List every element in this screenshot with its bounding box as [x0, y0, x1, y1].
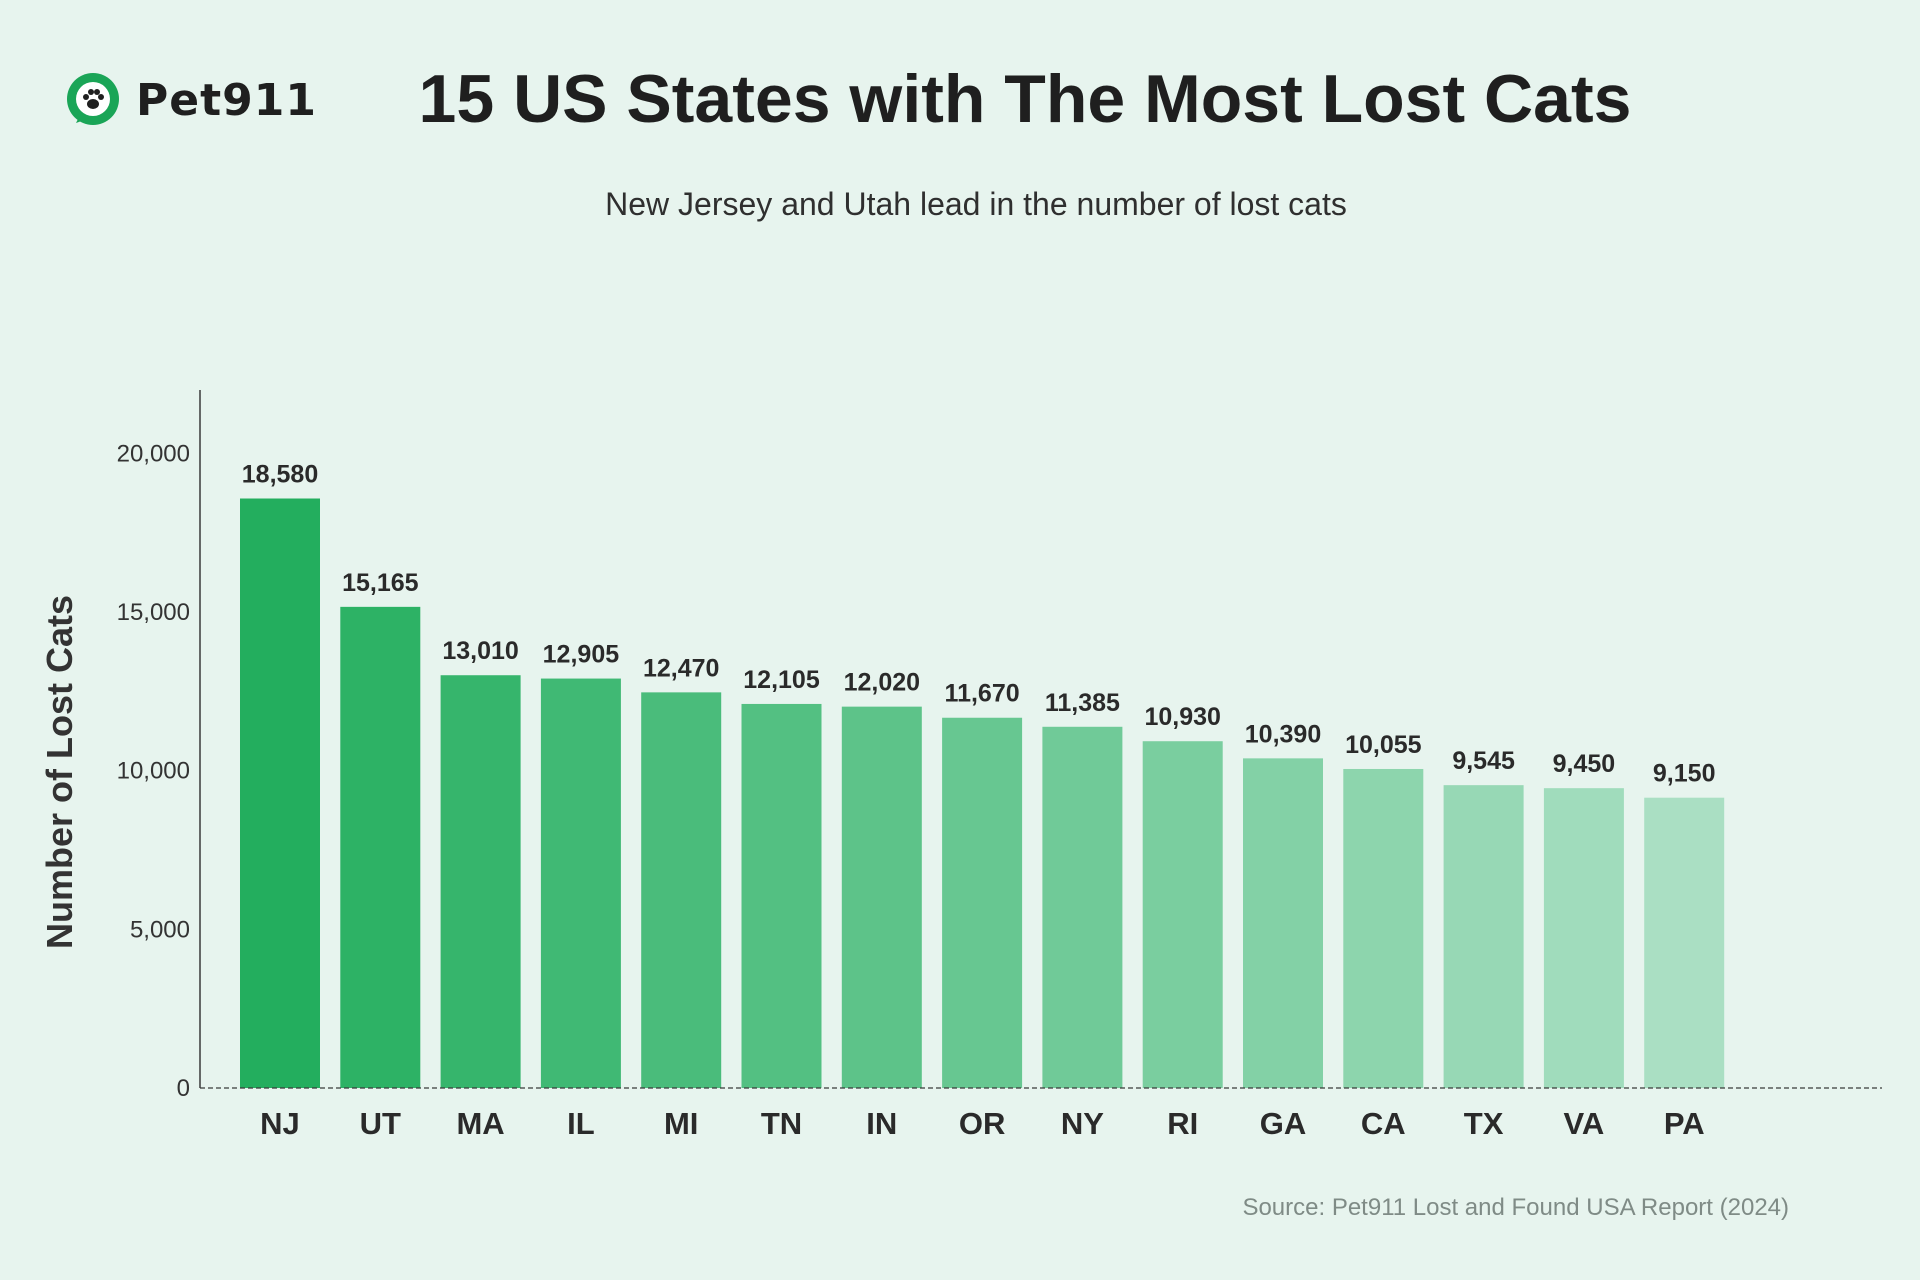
x-tick-label: NY	[1061, 1106, 1104, 1141]
y-axis-title: Number of Lost Cats	[39, 595, 80, 949]
brand-name: Pet911	[136, 74, 317, 126]
x-tick-label: TN	[761, 1106, 802, 1141]
bar-ny	[1042, 726, 1123, 1088]
x-tick-label: PA	[1664, 1106, 1705, 1141]
bar-ga	[1243, 758, 1323, 1088]
bar-or	[942, 717, 1023, 1088]
y-tick-label: 5,000	[130, 916, 190, 943]
bar-va	[1543, 788, 1624, 1088]
x-tick-label: NJ	[260, 1106, 300, 1141]
y-tick-label: 10,000	[117, 758, 190, 785]
x-tick-label: MA	[456, 1106, 504, 1141]
value-label: 12,470	[643, 654, 719, 682]
value-label: 9,450	[1553, 750, 1616, 778]
x-tick-label: MI	[664, 1106, 698, 1141]
value-label: 12,905	[543, 641, 620, 669]
x-tick-label: OR	[959, 1106, 1006, 1141]
value-label: 9,545	[1452, 747, 1515, 775]
y-axis-ticks: 0 5,000 10,000 15,000 20,000	[117, 440, 190, 1102]
bar-il	[540, 678, 621, 1088]
bar-mi	[641, 692, 722, 1088]
page-subtitle: New Jersey and Utah lead in the number o…	[605, 186, 1347, 222]
bar-ca	[1343, 768, 1424, 1088]
paw-chat-icon	[67, 73, 119, 125]
bar-tn	[741, 703, 822, 1088]
value-label: 13,010	[442, 637, 518, 665]
page-title: 15 US States with The Most Lost Cats	[418, 61, 1632, 137]
x-tick-label: IL	[567, 1106, 595, 1141]
x-tick-label: GA	[1260, 1106, 1307, 1141]
x-axis-labels: NJ UT MA IL MI TN IN OR NY RI GA CA TX VA PA	[260, 1106, 1704, 1141]
value-label: 12,020	[844, 669, 920, 697]
value-label: 10,930	[1144, 703, 1220, 731]
bar-in	[841, 706, 922, 1088]
value-labels: 18,580 15,165 13,010 12,905 12,470 12,105 12,0…	[242, 461, 1716, 788]
bar-ri	[1142, 741, 1223, 1088]
bar-ma	[440, 675, 521, 1088]
bar-ut	[340, 606, 421, 1088]
bars	[240, 498, 1725, 1088]
value-label: 12,105	[743, 666, 820, 694]
y-tick-label: 15,000	[117, 599, 190, 626]
bar-tx	[1443, 785, 1524, 1088]
bar-pa	[1644, 797, 1725, 1088]
source-note: Source: Pet911 Lost and Found USA Report…	[1242, 1194, 1789, 1221]
value-label: 10,055	[1345, 731, 1422, 759]
x-tick-label: IN	[866, 1106, 897, 1141]
value-label: 11,385	[1045, 689, 1120, 717]
y-tick-label: 20,000	[117, 440, 190, 467]
x-tick-label: VA	[1564, 1106, 1605, 1141]
x-tick-label: UT	[360, 1106, 401, 1141]
value-label: 9,150	[1653, 760, 1716, 788]
value-label: 18,580	[242, 461, 318, 489]
value-label: 10,390	[1245, 720, 1321, 748]
brand-logo: Pet911	[64, 68, 317, 132]
value-label: 15,165	[342, 569, 419, 597]
x-tick-label: CA	[1361, 1106, 1406, 1141]
bar-nj	[240, 498, 320, 1088]
x-tick-label: RI	[1167, 1106, 1198, 1141]
value-label: 11,670	[945, 680, 1020, 708]
y-tick-label: 0	[177, 1075, 190, 1102]
x-tick-label: TX	[1464, 1106, 1504, 1141]
